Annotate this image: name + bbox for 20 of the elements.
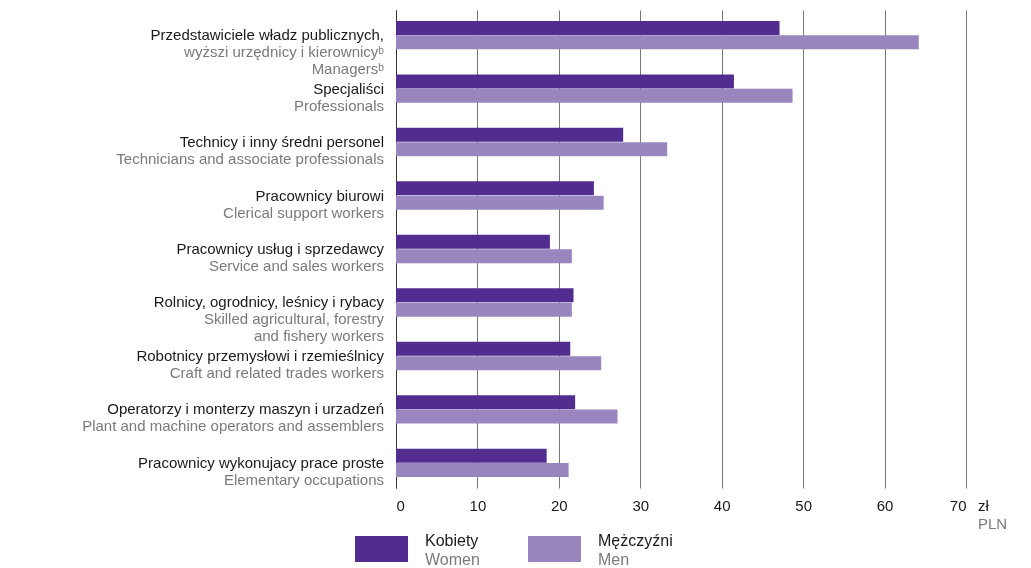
x-tick-label: 60	[876, 496, 894, 514]
category-label: Specjaliści Professionals	[293, 79, 384, 114]
category-label: Rolnicy, ogrodnicy, leśnicy i rybacy Skilled agricultural, forestry and fishery workers	[153, 293, 384, 345]
x-tick-label: 40	[713, 496, 731, 514]
x-tick-label: 70	[949, 496, 967, 514]
category-label: Pracownicy wykonujacy prace proste Elementary occupations	[138, 453, 384, 488]
x-tick-label: 20	[551, 496, 568, 514]
legend-label: Kobiety Women	[425, 532, 480, 568]
x-tick-label: 0	[396, 496, 405, 514]
x-tick-label: 10	[469, 496, 487, 514]
x-tick-label: 30	[632, 496, 650, 514]
category-label: Przedstawiciele władz publicznych, wyższi urzędnicy i kierownicyᵇ Managersᵇ	[150, 26, 384, 78]
category-label: Pracownicy usług i sprzedawcy Service and sales workers	[176, 240, 384, 274]
x-tick-label: 50	[795, 496, 812, 514]
category-label: Technicy i inny średni personel Technicians and associate professionals	[116, 133, 384, 168]
category-label: Robotnicy przemysłowi i rzemieślnicy Craft and related trades workers	[136, 346, 384, 381]
category-label: Operatorzy i monterzy maszyn i urzadzeń Plant and machine operators and assemblers	[82, 400, 384, 435]
category-label: Pracownicy biurowi Clerical support workers	[223, 186, 384, 221]
legend-label: Mężczyźni Men	[598, 532, 673, 568]
x-axis-title: zł PLN	[978, 497, 1008, 532]
